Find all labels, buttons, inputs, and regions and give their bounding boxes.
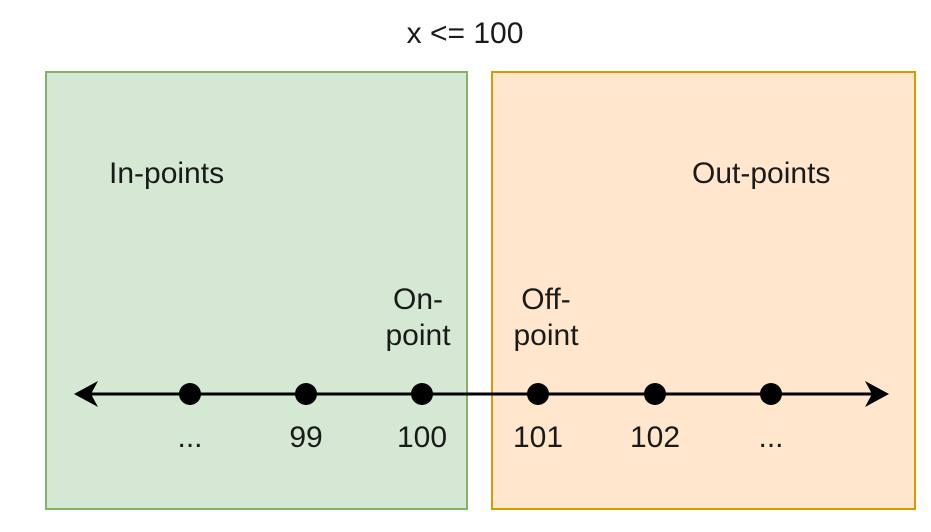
in-points-region xyxy=(45,71,468,510)
number-line-point xyxy=(179,383,201,405)
left-arrow-icon xyxy=(74,381,98,407)
number-line-point xyxy=(295,383,317,405)
in-points-label: In-points xyxy=(109,157,225,190)
number-line-point-off-point xyxy=(527,383,549,405)
number-line-point-on-point xyxy=(411,383,433,405)
tick-label: 102 xyxy=(629,421,681,454)
tick-label: 101 xyxy=(512,421,564,454)
out-points-label: Out-points xyxy=(692,157,831,190)
off-point-label: Off- point xyxy=(513,283,579,352)
tick-label: ... xyxy=(177,421,203,454)
tick-label: ... xyxy=(758,421,784,454)
tick-label: 100 xyxy=(396,421,448,454)
number-line-point xyxy=(760,383,782,405)
out-points-region xyxy=(491,71,916,510)
on-point-label: On- point xyxy=(385,283,451,352)
number-line-point xyxy=(644,383,666,405)
diagram-title: x <= 100 xyxy=(406,17,524,50)
tick-label: 99 xyxy=(289,421,323,454)
right-arrow-icon xyxy=(865,381,889,407)
